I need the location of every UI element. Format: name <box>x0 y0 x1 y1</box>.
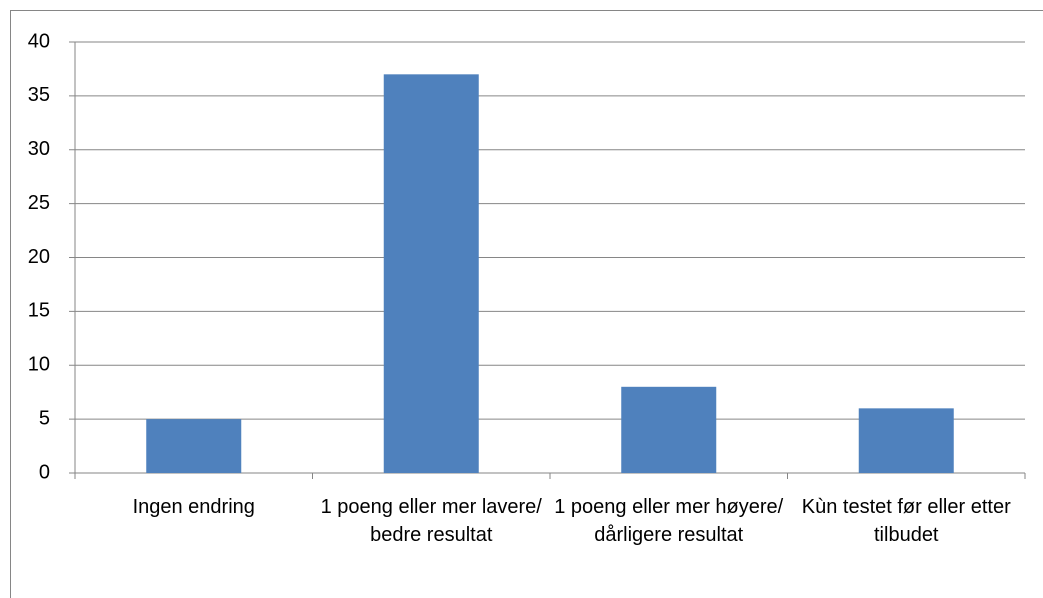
y-tick-label: 15 <box>28 300 50 322</box>
y-tick-label: 10 <box>28 354 50 376</box>
y-tick-label: 5 <box>39 407 50 429</box>
bar <box>383 74 479 473</box>
chart-frame <box>10 10 1043 598</box>
y-tick-label: 30 <box>28 138 50 160</box>
bar <box>858 408 954 473</box>
x-tick-label: Kùn testet før eller etter tilbudet <box>801 496 1011 546</box>
y-tick-label: 35 <box>28 84 50 106</box>
y-tick-label: 0 <box>39 461 50 483</box>
bar <box>146 419 242 473</box>
y-tick-label: 25 <box>28 192 50 214</box>
x-tick-label: 1 poeng eller mer høyere/ dårligere resu… <box>554 496 784 546</box>
bar <box>621 386 717 473</box>
x-tick-label: Ingen endring <box>132 496 255 518</box>
y-tick-label: 20 <box>28 246 50 268</box>
x-tick-label: 1 poeng eller mer lavere/ bedre resultat <box>320 496 542 546</box>
y-tick-label: 40 <box>28 30 50 52</box>
